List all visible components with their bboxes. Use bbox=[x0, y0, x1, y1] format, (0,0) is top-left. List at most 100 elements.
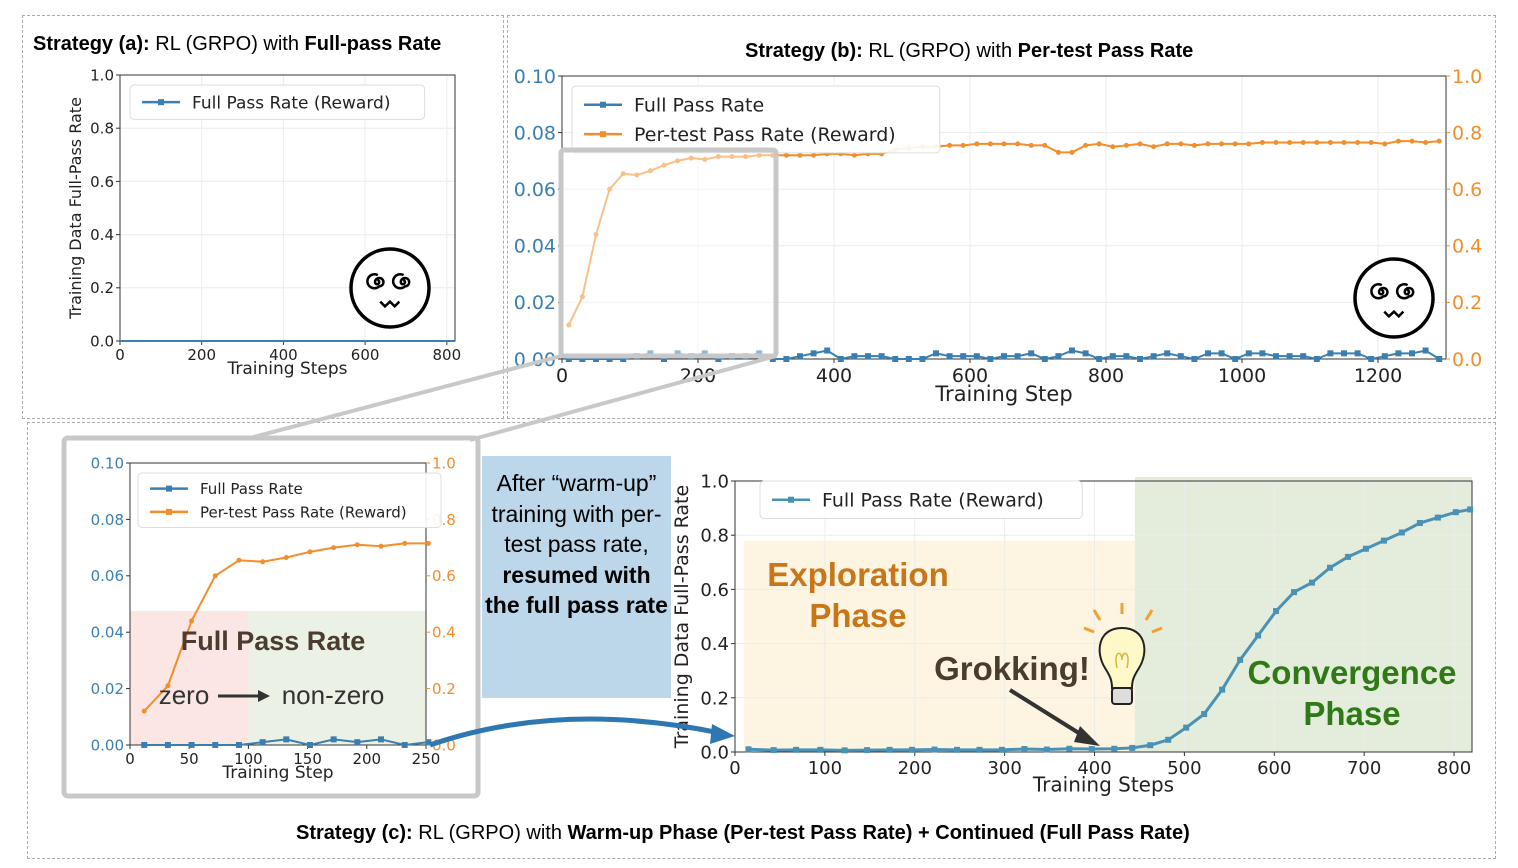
data-point bbox=[1123, 142, 1129, 148]
data-point bbox=[1273, 140, 1279, 146]
transition-arrow bbox=[429, 716, 721, 748]
bulb-ray bbox=[1092, 609, 1102, 621]
data-point bbox=[1069, 149, 1075, 155]
data-point bbox=[745, 746, 752, 753]
panel-strategy-c bbox=[27, 422, 1496, 859]
data-point bbox=[960, 353, 967, 360]
callout-text: After “warm-up” training with per-test p… bbox=[491, 470, 662, 557]
x-axis-label: Training Steps bbox=[1032, 773, 1174, 797]
data-point bbox=[330, 736, 337, 743]
legend-marker bbox=[788, 496, 794, 503]
y2-tick-label: 0.0 bbox=[1452, 349, 1482, 371]
data-point bbox=[236, 557, 242, 563]
data-point bbox=[1129, 744, 1136, 751]
data-point bbox=[892, 356, 899, 362]
x-tick-label: 0 bbox=[115, 346, 125, 364]
bulb-ray bbox=[1151, 626, 1163, 634]
zoom-connector-line bbox=[469, 354, 777, 442]
data-point bbox=[953, 746, 960, 753]
data-point bbox=[607, 186, 613, 192]
data-point bbox=[1354, 350, 1361, 357]
data-point bbox=[1021, 746, 1028, 753]
data-point bbox=[1362, 545, 1369, 552]
data-point bbox=[1395, 138, 1401, 144]
y-tick-label: 0.08 bbox=[514, 122, 556, 144]
data-point bbox=[425, 739, 432, 746]
data-point bbox=[1368, 140, 1374, 146]
data-point bbox=[837, 356, 844, 362]
legend-label: Full Pass Rate bbox=[200, 480, 303, 498]
exploration-phase-label: Phase bbox=[809, 597, 906, 634]
data-point bbox=[878, 353, 885, 360]
data-point bbox=[1177, 353, 1184, 360]
data-point bbox=[189, 618, 195, 624]
full-pass-rate-annotation: Full Pass Rate bbox=[181, 626, 366, 656]
y-tick-label: 1.0 bbox=[700, 471, 729, 492]
x-tick-label: 500 bbox=[1167, 758, 1201, 779]
data-point bbox=[1237, 656, 1244, 663]
y-tick-label: 0.02 bbox=[514, 292, 556, 314]
data-point bbox=[909, 746, 916, 753]
y2-tick-label: 1.0 bbox=[432, 454, 456, 472]
spiral-eye bbox=[391, 273, 411, 290]
x-tick-label: 200 bbox=[898, 758, 932, 779]
x-axis-label: Training Steps bbox=[226, 359, 347, 379]
data-point bbox=[1164, 141, 1170, 147]
y2-tick-label: 0.2 bbox=[1452, 292, 1482, 314]
data-point bbox=[1069, 347, 1075, 354]
data-point bbox=[1395, 350, 1402, 357]
panel-strategy-b bbox=[507, 15, 1496, 419]
data-point bbox=[307, 549, 313, 555]
data-point bbox=[1314, 140, 1320, 146]
data-point bbox=[1219, 141, 1225, 147]
data-point bbox=[960, 142, 966, 148]
data-point bbox=[1232, 141, 1238, 147]
data-point bbox=[402, 540, 408, 546]
data-point bbox=[212, 573, 218, 579]
wavy-mouth bbox=[1383, 309, 1405, 319]
y-tick-label: 0.0 bbox=[700, 742, 729, 763]
data-point bbox=[1137, 141, 1143, 147]
y-tick-label: 0.2 bbox=[90, 279, 114, 297]
data-point bbox=[1409, 350, 1415, 357]
y-tick-label: 0.04 bbox=[514, 236, 556, 258]
data-point bbox=[661, 162, 667, 168]
data-point bbox=[1452, 509, 1459, 516]
data-point bbox=[797, 152, 803, 158]
lightbulb-icon bbox=[1083, 603, 1163, 705]
data-point bbox=[647, 168, 653, 174]
x-tick-label: 300 bbox=[987, 758, 1021, 779]
data-point bbox=[715, 356, 722, 362]
plot-frame bbox=[734, 480, 1473, 753]
data-point bbox=[283, 554, 289, 560]
spiral-eye bbox=[1370, 283, 1389, 300]
data-point bbox=[647, 350, 654, 357]
data-point bbox=[1191, 356, 1198, 362]
y-tick-label: 0.4 bbox=[90, 226, 114, 244]
data-point bbox=[769, 356, 776, 362]
data-point bbox=[1219, 686, 1226, 693]
x-tick-label: 0 bbox=[125, 750, 135, 768]
data-point bbox=[1355, 140, 1361, 146]
data-point bbox=[378, 543, 384, 549]
chart-c: 0 100 200 300 400 500 600 700 800 0.0 0.2 0.4 0.6 0.8… bbox=[671, 471, 1474, 797]
title-strategy-a: Strategy (a): RL (GRPO) with Full-pass R… bbox=[33, 33, 441, 56]
x-tick-label: 400 bbox=[816, 365, 852, 387]
data-point bbox=[976, 746, 983, 753]
y-tick-label: 0.0 bbox=[90, 332, 114, 350]
data-point bbox=[974, 141, 980, 147]
legend-label: Per-test Pass Rate (Reward) bbox=[634, 124, 896, 146]
nonzero-region bbox=[248, 611, 426, 745]
data-point bbox=[331, 545, 337, 551]
zoom-region-box bbox=[558, 147, 779, 359]
data-point bbox=[1422, 347, 1429, 354]
data-point bbox=[783, 356, 790, 362]
chart-a: 0 200 400 600 800 0.0 0.2 0.4 0.6 0.8 1.0 Training … bbox=[66, 66, 461, 379]
data-point bbox=[1109, 353, 1116, 360]
data-point bbox=[811, 152, 817, 158]
spiral-eye bbox=[1395, 283, 1415, 300]
data-point bbox=[1041, 356, 1048, 362]
face-outline bbox=[1353, 257, 1435, 339]
data-point bbox=[675, 158, 681, 164]
exploration-phase-label: Exploration bbox=[767, 556, 949, 593]
